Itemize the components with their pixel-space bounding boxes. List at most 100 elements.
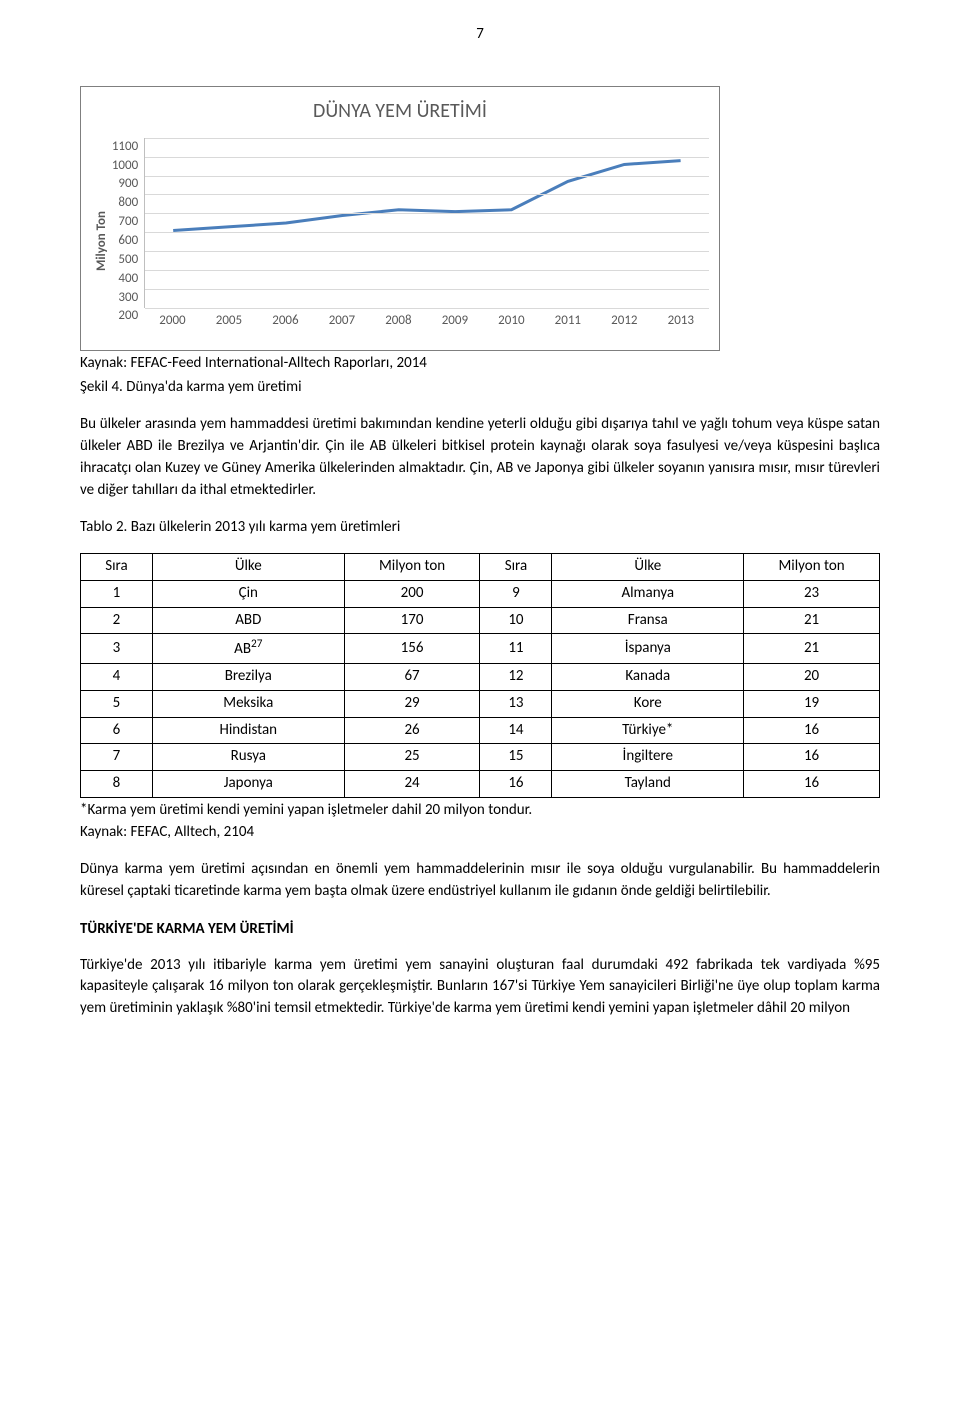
y-tick: 600 — [112, 232, 138, 251]
table-cell: 156 — [344, 634, 480, 664]
table-row: 5Meksika2913Kore19 — [81, 690, 880, 717]
table-cell: 170 — [344, 607, 480, 634]
x-axis-ticks: 2000200520062007200820092010201120122013 — [144, 308, 709, 331]
table-row: 2ABD17010Fransa21 — [81, 607, 880, 634]
table-cell: 19 — [744, 690, 880, 717]
table-cell: 9 — [480, 580, 552, 607]
countries-table: SıraÜlkeMilyon tonSıraÜlkeMilyon ton 1Çi… — [80, 553, 880, 798]
table-cell: 200 — [344, 580, 480, 607]
section-heading: TÜRKİYE'DE KARMA YEM ÜRETİMİ — [80, 919, 880, 941]
y-tick: 800 — [112, 194, 138, 213]
table-row: 1Çin2009Almanya23 — [81, 580, 880, 607]
table-cell: Rusya — [152, 744, 344, 771]
table-cell: 11 — [480, 634, 552, 664]
table-cell: Japonya — [152, 771, 344, 798]
plot-wrap: 2000200520062007200820092010201120122013 — [144, 138, 709, 344]
chart-plot-area — [144, 138, 709, 308]
table-row: 6Hindistan2614Türkiye*16 — [81, 717, 880, 744]
paragraph-1: Bu ülkeler arasında yem hammaddesi üreti… — [80, 414, 880, 501]
gridline — [145, 308, 709, 309]
gridline — [145, 251, 709, 252]
x-tick: 2013 — [653, 312, 709, 331]
y-tick: 900 — [112, 175, 138, 194]
table-header-cell: Sıra — [81, 554, 153, 581]
gridline — [145, 213, 709, 214]
chart-title: DÜNYA YEM ÜRETİMİ — [91, 97, 709, 126]
chart-source-caption: Kaynak: FEFAC-Feed International-Alltech… — [80, 353, 880, 375]
y-tick: 300 — [112, 289, 138, 308]
table-cell: 8 — [81, 771, 153, 798]
table-cell: Kanada — [552, 664, 744, 691]
table-header-cell: Ülke — [552, 554, 744, 581]
y-tick: 500 — [112, 251, 138, 270]
chart-line-svg — [145, 138, 709, 308]
y-tick: 1100 — [112, 138, 138, 157]
x-tick: 2005 — [201, 312, 257, 331]
table-cell: Türkiye* — [552, 717, 744, 744]
x-tick: 2007 — [314, 312, 370, 331]
gridline — [145, 194, 709, 195]
table-cell: AB27 — [152, 634, 344, 664]
table-header-cell: Milyon ton — [344, 554, 480, 581]
table-cell: Meksika — [152, 690, 344, 717]
x-tick: 2000 — [144, 312, 200, 331]
table-cell: İspanya — [552, 634, 744, 664]
table-cell: 3 — [81, 634, 153, 664]
y-tick: 400 — [112, 270, 138, 289]
y-axis-ticks: 11001000900800700600500400300200 — [112, 138, 144, 344]
gridline — [145, 270, 709, 271]
table-cell: Tayland — [552, 771, 744, 798]
table-header-cell: Sıra — [480, 554, 552, 581]
table-cell: Kore — [552, 690, 744, 717]
table-row: 4Brezilya6712Kanada20 — [81, 664, 880, 691]
table-body: 1Çin2009Almanya232ABD17010Fransa213AB271… — [81, 580, 880, 797]
table-source: Kaynak: FEFAC, Alltech, 2104 — [80, 822, 880, 844]
chart-frame: DÜNYA YEM ÜRETİMİ Milyon Ton 11001000900… — [80, 86, 720, 351]
figure-label: Şekil 4. Dünya'da karma yem üretimi — [80, 377, 880, 399]
table-cell: 16 — [744, 744, 880, 771]
table-cell: 5 — [81, 690, 153, 717]
table-cell: 15 — [480, 744, 552, 771]
gridline — [145, 232, 709, 233]
table-cell: 29 — [344, 690, 480, 717]
x-tick: 2006 — [257, 312, 313, 331]
table-label: Tablo 2. Bazı ülkelerin 2013 yılı karma … — [80, 517, 880, 539]
gridline — [145, 138, 709, 139]
gridline — [145, 157, 709, 158]
table-cell: 67 — [344, 664, 480, 691]
table-cell: 21 — [744, 634, 880, 664]
table-header-cell: Ülke — [152, 554, 344, 581]
y-tick: 700 — [112, 213, 138, 232]
y-tick: 200 — [112, 307, 138, 326]
table-cell: 10 — [480, 607, 552, 634]
table-cell: 21 — [744, 607, 880, 634]
table-footnote: *Karma yem üretimi kendi yemini yapan iş… — [80, 800, 880, 822]
table-row: 8Japonya2416Tayland16 — [81, 771, 880, 798]
table-cell: 16 — [744, 717, 880, 744]
table-cell: Almanya — [552, 580, 744, 607]
table-cell: İngiltere — [552, 744, 744, 771]
table-cell: 6 — [81, 717, 153, 744]
table-cell: 7 — [81, 744, 153, 771]
table-cell: Brezilya — [152, 664, 344, 691]
paragraph-2: Dünya karma yem üretimi açısından en öne… — [80, 859, 880, 903]
table-cell: Çin — [152, 580, 344, 607]
paragraph-3: Türkiye'de 2013 yılı itibariyle karma ye… — [80, 955, 880, 1020]
table-cell: Fransa — [552, 607, 744, 634]
table-cell: 14 — [480, 717, 552, 744]
table-cell: 26 — [344, 717, 480, 744]
chart-body: Milyon Ton 11001000900800700600500400300… — [91, 138, 709, 344]
table-cell: 16 — [744, 771, 880, 798]
x-tick: 2009 — [427, 312, 483, 331]
x-tick: 2012 — [596, 312, 652, 331]
table-row: 7Rusya2515İngiltere16 — [81, 744, 880, 771]
table-cell: ABD — [152, 607, 344, 634]
table-cell: 2 — [81, 607, 153, 634]
table-cell: 12 — [480, 664, 552, 691]
y-tick: 1000 — [112, 157, 138, 176]
table-row: 3AB2715611İspanya21 — [81, 634, 880, 664]
table-cell: 24 — [344, 771, 480, 798]
gridline — [145, 176, 709, 177]
gridline — [145, 289, 709, 290]
table-cell: 4 — [81, 664, 153, 691]
